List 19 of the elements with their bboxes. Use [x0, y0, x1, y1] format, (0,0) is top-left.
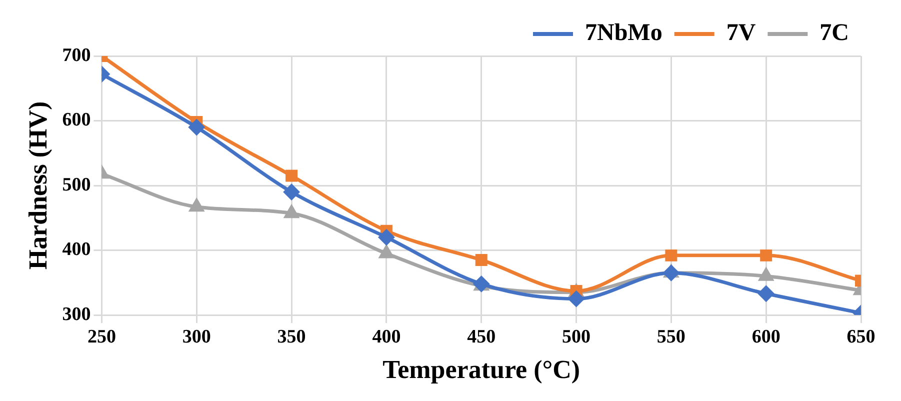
legend-label: 7C	[820, 20, 850, 46]
x-tick-label: 550	[656, 326, 686, 348]
x-tick-label: 300	[182, 326, 211, 348]
x-axis-title: Temperature (°C)	[382, 355, 580, 384]
y-tick-label: 300	[62, 304, 91, 325]
x-tick-label: 500	[562, 326, 591, 348]
y-axis-title: Hardness (HV)	[23, 101, 52, 270]
y-tick-label: 600	[62, 110, 91, 131]
x-tick-label: 250	[87, 326, 116, 348]
x-tick-label: 450	[467, 326, 496, 348]
x-tick-label: 600	[752, 326, 780, 348]
legend-label: 7V	[726, 20, 756, 46]
legend-label: 7NbMo	[585, 20, 662, 46]
y-tick-label: 500	[62, 174, 91, 196]
y-tick-label: 400	[62, 239, 91, 260]
x-tick-label: 350	[277, 326, 306, 348]
x-tick-label: 400	[372, 326, 401, 348]
y-tick-label: 700	[62, 44, 91, 66]
x-tick-label: 650	[846, 326, 876, 348]
